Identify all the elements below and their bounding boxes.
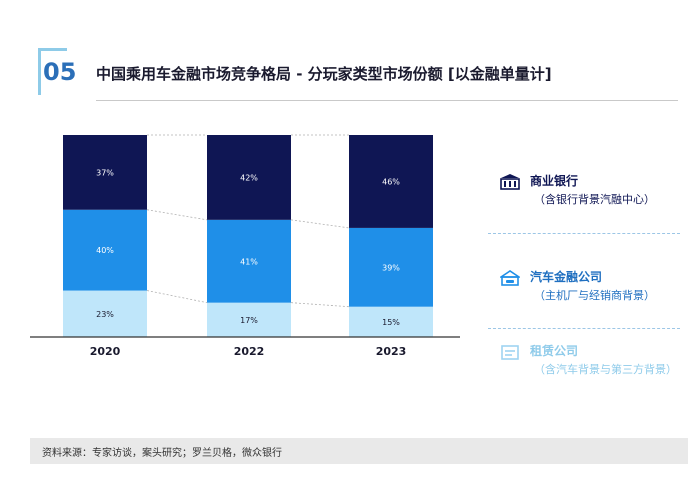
header-divider [96, 100, 678, 101]
bar-segment [349, 227, 433, 307]
data-label: 46% [382, 177, 400, 186]
legend-sublabel: （含银行背景汽融中心） [534, 193, 655, 206]
leasing-icon [501, 345, 519, 360]
legend-divider [488, 328, 680, 329]
bar-segment [349, 135, 433, 228]
data-label: 15% [382, 318, 400, 327]
footer: 资料来源：专家访谈，案头研究；罗兰贝格，微众银行 [30, 438, 688, 464]
bar-segment [63, 135, 147, 210]
legend-sublabel: （主机厂与经销商背景） [534, 289, 655, 302]
page-title: 中国乘用车金融市场竞争格局 - 分玩家类型市场份额 [以金融单量计] [96, 65, 552, 83]
x-tick-label: 2020 [90, 345, 121, 358]
bar-segment [207, 219, 291, 303]
legend-divider [488, 233, 680, 234]
bar-segment [63, 290, 147, 337]
data-label: 37% [96, 168, 114, 177]
legend-label: 商业银行 [530, 174, 579, 188]
legend-sublabel: （含汽车背景与第三方背景） [534, 363, 677, 376]
connector-line [290, 302, 350, 308]
bank-icon [500, 174, 520, 190]
legend-label: 租赁公司 [530, 344, 579, 358]
bar-segment [63, 209, 147, 291]
section-number-frame [38, 48, 67, 95]
data-label: 42% [240, 173, 258, 182]
data-label: 23% [96, 310, 114, 319]
data-label: 41% [240, 257, 258, 266]
bar-segment [349, 306, 433, 337]
bar-segment [207, 135, 291, 220]
data-label: 39% [382, 263, 400, 272]
car-finance-icon [500, 270, 520, 286]
connector-line [146, 209, 208, 221]
data-label: 40% [96, 246, 114, 255]
section-number: 05 [43, 58, 77, 86]
legend-label: 汽车金融公司 [530, 270, 603, 284]
x-tick-label: 2022 [234, 345, 265, 358]
stacked-bar-chart: 23% 40% 37% 2020 17% 41% 42% 2022 15% 39% 46% 2023 [30, 134, 460, 358]
x-tick-label: 2023 [376, 345, 407, 358]
connector-line [146, 290, 208, 304]
bar-segment [207, 302, 291, 337]
connector-line [290, 219, 350, 229]
data-label: 17% [240, 316, 258, 325]
source-note: 资料来源：专家访谈，案头研究；罗兰贝格，微众银行 [42, 448, 282, 459]
